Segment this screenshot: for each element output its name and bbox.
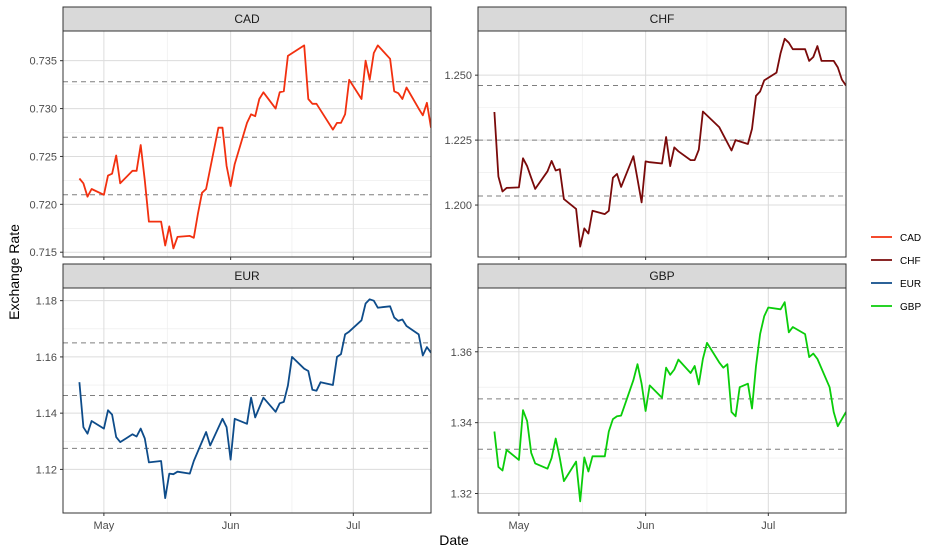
x-tick-label: Jul (761, 520, 775, 532)
strip-cad (62, 6, 432, 32)
series-line-cad (78, 44, 431, 250)
x-tick-label: May (93, 520, 114, 532)
series-line-gbp (493, 301, 846, 503)
y-tick-label: 1.16 (36, 352, 57, 364)
panel-border (62, 30, 432, 258)
x-tick-label: Jun (222, 520, 240, 532)
panel-gbp: GBP 1.32 1.34 1.36 May Jun Jul (451, 263, 847, 532)
y-tick-label: 1.200 (444, 200, 472, 212)
strip-eur (62, 263, 432, 289)
panel-border (477, 287, 847, 514)
y-tick-label: 0.730 (29, 104, 57, 116)
y-tick-label: 1.14 (36, 408, 57, 420)
strip-label-eur: EUR (234, 269, 260, 283)
legend-label-chf: CHF (900, 256, 921, 267)
y-tick-label: 1.32 (451, 489, 472, 501)
panel-background (478, 31, 846, 257)
y-tick-label: 1.34 (451, 418, 472, 430)
legend-label-cad: CAD (900, 233, 921, 244)
y-tick-label: 1.12 (36, 464, 57, 476)
panel-border (477, 30, 847, 258)
x-tick-label: Jul (346, 520, 360, 532)
panel-eur: EUR 1.12 1.14 1.16 1.18 May Jun Jul (36, 263, 432, 532)
panel-background (63, 31, 431, 257)
series-line-chf (493, 37, 846, 248)
strip-chf (477, 6, 847, 32)
panel-border (62, 287, 432, 514)
legend-label-eur: EUR (900, 279, 921, 290)
y-tick-label: 1.18 (36, 296, 57, 308)
panel-cad: CAD 0.715 0.720 0.725 0.730 0.735 (29, 6, 432, 260)
panel-chf: CHF 1.200 1.225 1.250 (444, 6, 847, 260)
y-tick-label: 0.725 (29, 151, 57, 163)
panel-background (63, 288, 431, 513)
legend-label-gbp: GBP (900, 302, 921, 313)
y-tick-label: 1.250 (444, 70, 472, 82)
series-line-eur (78, 298, 431, 499)
y-axis-title: Exchange Rate (6, 224, 22, 320)
legend: CAD CHF EUR GBP (871, 233, 921, 313)
y-tick-label: 0.715 (29, 247, 57, 259)
strip-label-cad: CAD (234, 12, 260, 26)
y-tick-label: 1.36 (451, 347, 472, 359)
x-tick-label: May (508, 520, 529, 532)
x-axis-title: Date (439, 532, 469, 548)
y-tick-label: 0.735 (29, 56, 57, 68)
strip-label-chf: CHF (650, 12, 675, 26)
y-tick-label: 1.225 (444, 135, 472, 147)
panels-group: CAD 0.715 0.720 0.725 0.730 0.735 CHF 1.200 1.22… (29, 6, 847, 532)
y-tick-label: 0.720 (29, 199, 57, 211)
strip-label-gbp: GBP (649, 269, 674, 283)
x-tick-label: Jun (637, 520, 655, 532)
panel-background (478, 288, 846, 513)
